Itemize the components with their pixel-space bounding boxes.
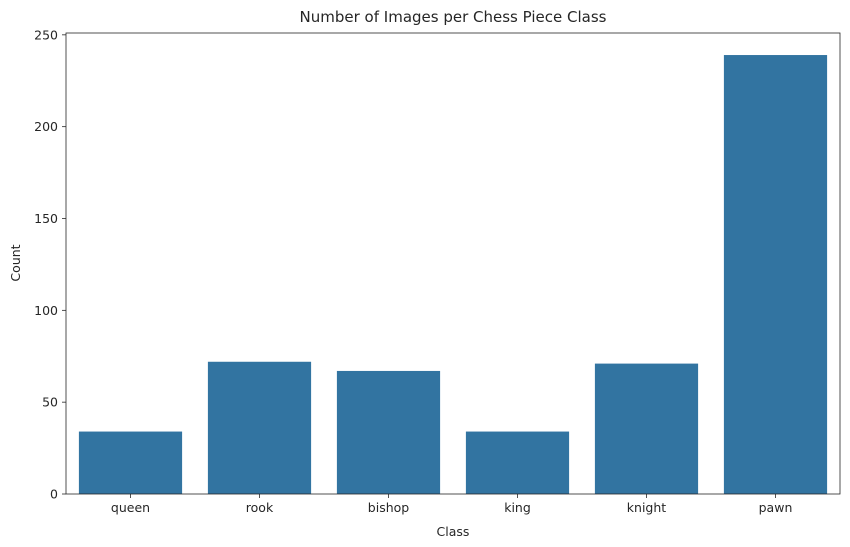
plot-frame	[65, 32, 841, 495]
bar-pawn	[723, 55, 828, 494]
axes-group	[65, 32, 841, 495]
y-tick-label: 100	[34, 303, 58, 318]
x-tick-label-king: king	[504, 500, 531, 515]
x-tick-label-bishop: bishop	[368, 500, 409, 515]
bar-bishop	[336, 370, 441, 494]
y-tick-label: 200	[34, 119, 58, 134]
x-axis-label: Class	[437, 524, 470, 539]
y-tick-label: 50	[42, 395, 58, 410]
x-tick-label-pawn: pawn	[759, 500, 793, 515]
bars-group	[78, 55, 828, 494]
bar-queen	[78, 431, 183, 494]
chart-title: Number of Images per Chess Piece Class	[300, 8, 607, 26]
bar-king	[465, 431, 570, 494]
y-tick-label: 150	[34, 211, 58, 226]
x-tick-label-rook: rook	[246, 500, 274, 515]
x-tick-label-knight: knight	[627, 500, 666, 515]
y-tick-label: 250	[34, 27, 58, 42]
y-ticks-group: 0 50 100 150 200 250	[34, 27, 66, 502]
bar-knight	[594, 363, 699, 494]
y-tick-label: 0	[50, 487, 58, 502]
x-ticks-group: queen rook bishop king knight pawn	[111, 494, 792, 515]
x-tick-label-queen: queen	[111, 500, 150, 515]
y-axis-label: Count	[8, 244, 23, 281]
bar-rook	[207, 361, 312, 494]
